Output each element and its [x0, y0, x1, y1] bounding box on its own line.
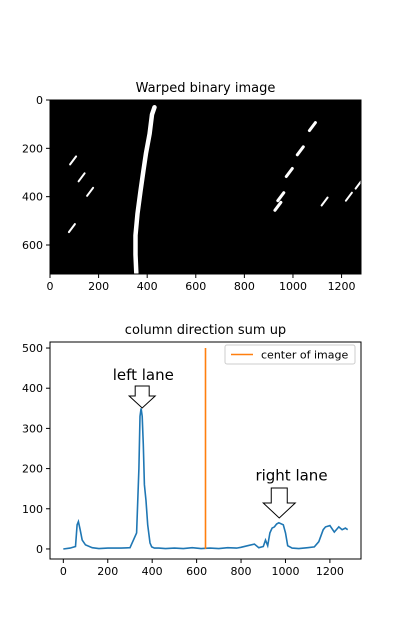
left-lane-arrow: [127, 385, 157, 409]
x-tick-label: 1000: [279, 280, 307, 293]
bottom-x-ticks: 0 200 400 600 800 1000 1200: [60, 559, 344, 578]
binary-image-pixels: [67, 105, 363, 276]
x-tick-label: 1200: [316, 565, 344, 578]
x-tick-label: 0: [47, 280, 54, 293]
x-tick-label: 600: [185, 280, 206, 293]
y-tick-label: 0: [36, 94, 43, 107]
right-lane-annotation: right lane: [255, 467, 327, 485]
y-tick-label: 600: [22, 239, 43, 252]
x-tick-label: 400: [142, 565, 163, 578]
lane-pixel-streak: [77, 172, 86, 183]
lane-pixel-streak: [344, 191, 353, 202]
y-tick-label: 400: [22, 382, 43, 395]
chart-title-bottom: column direction sum up: [125, 323, 286, 338]
bottom-y-ticks: 0 100 200 300 400 500: [22, 342, 50, 556]
lane-pixel-streak: [273, 200, 283, 212]
x-tick-label: 600: [186, 565, 207, 578]
top-x-ticks: 0 200 400 600 800 1000 1200: [47, 274, 356, 293]
image-axes-frame: [49, 99, 362, 275]
x-tick-label: 800: [234, 280, 255, 293]
lane-pixel-streak: [86, 186, 95, 197]
x-tick-label: 0: [60, 565, 67, 578]
y-tick-label: 0: [36, 543, 43, 556]
right-lane-arrow: [261, 487, 297, 519]
lane-pixel-streak: [67, 223, 76, 234]
x-tick-label: 200: [88, 280, 109, 293]
legend: center of image: [224, 344, 356, 365]
y-tick-label: 300: [22, 422, 43, 435]
histogram-chart: column direction sum up 0 200 400 600 800 100…: [22, 323, 362, 578]
x-tick-label: 400: [137, 280, 158, 293]
x-tick-label: 200: [97, 565, 118, 578]
x-tick-label: 800: [231, 565, 252, 578]
lane-pixels-left-line: [133, 105, 157, 276]
lane-pixel-streak: [295, 145, 305, 157]
left-lane-annotation: left lane: [113, 366, 174, 384]
plot-axes-frame: [49, 341, 362, 560]
y-tick-label: 100: [22, 503, 43, 516]
y-tick-label: 400: [22, 191, 43, 204]
column-sum-line: [63, 408, 349, 550]
x-tick-label: 1200: [328, 280, 356, 293]
legend-label: center of image: [261, 349, 348, 362]
y-tick-label: 200: [22, 142, 43, 155]
lane-pixel-streak: [320, 196, 329, 207]
top-y-ticks: 0 200 400 600: [22, 94, 50, 252]
chart-title-top: Warped binary image: [136, 81, 276, 96]
lane-pixel-streak: [284, 167, 294, 178]
x-tick-label: 1000: [271, 565, 299, 578]
y-tick-label: 500: [22, 342, 43, 355]
legend-box: [224, 344, 356, 365]
lane-pixel-streak: [276, 191, 286, 203]
warped-binary-chart: Warped binary image 0 200 400 600 800 1000 120…: [22, 81, 363, 293]
y-tick-label: 200: [22, 463, 43, 476]
lane-pixel-streak: [69, 155, 78, 166]
lane-pixel-streak: [307, 121, 317, 133]
